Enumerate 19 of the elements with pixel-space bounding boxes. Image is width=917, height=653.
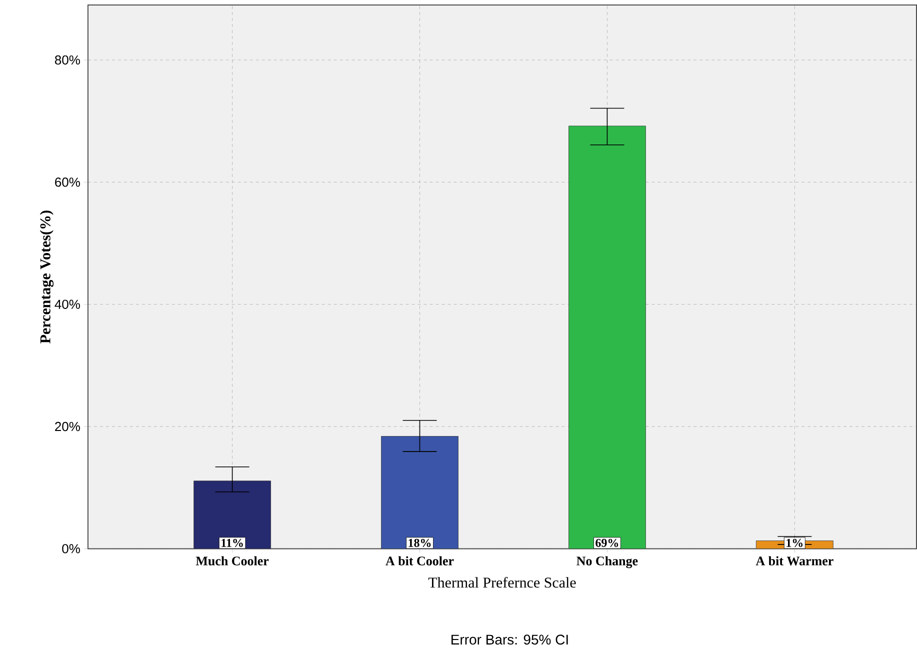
x-tick-label: A bit Cooler [386,556,454,566]
y-tick-label: 80% [54,56,80,65]
x-tick-label: No Change [576,556,638,568]
bar [568,126,646,550]
y-tick-label: 0% [62,544,80,554]
y-tick-label: 20% [55,422,80,432]
y-axis-title: Percentage Votes(%) [40,210,54,344]
x-tick-label: A bit Warmer [756,556,834,566]
data-label: 69% [596,539,618,548]
x-axis-title: Thermal Prefernce Scale [428,577,576,588]
bar [194,480,271,550]
bar [381,436,458,550]
y-tick-label: 40% [54,300,80,310]
y-tick-label: 60% [55,178,80,187]
text: Error Bars: 95% CI [452,634,568,645]
data-label: 18% [408,539,431,548]
data-label: 11% [222,539,243,548]
x-tick-label: Much Cooler [196,556,269,566]
data-label: 1% [786,539,803,548]
